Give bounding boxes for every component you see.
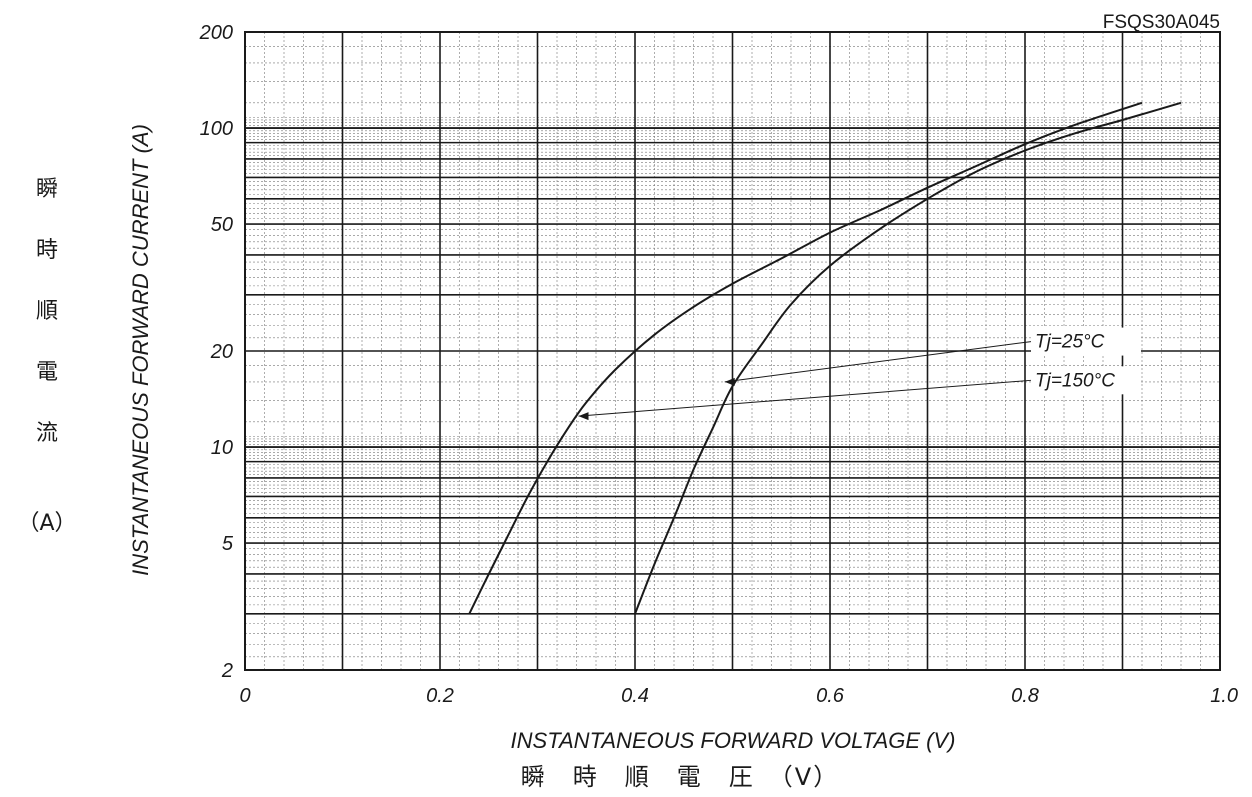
y-axis-title-jp: 瞬 時 順 電 流 （A） [17, 177, 76, 536]
chart-title: FSQS30A045 [1103, 12, 1220, 33]
y-axis-title-jp-unit: （A） [17, 511, 76, 536]
annotation-bg-tj-150-c [1031, 366, 1141, 395]
y-axis-title: INSTANTANEOUS FORWARD CURRENT (A) [128, 124, 153, 576]
y-axis-title-jp-char: 瞬 [36, 177, 58, 202]
annotation-leader-tj-25-c [724, 341, 1032, 383]
x-tick-label: 0.2 [426, 685, 454, 707]
y-tick-label: 200 [199, 22, 233, 44]
x-axis-title-jp: 瞬 時 順 電 圧 （V） [521, 763, 839, 791]
x-tick-label: 0 [239, 685, 250, 707]
y-tick-label: 100 [200, 118, 233, 140]
y-axis-title-jp-char: 時 [36, 238, 58, 263]
y-tick-labels: 2 5 10 20 50 100 200 [199, 22, 234, 682]
annotation-arrow-tj-25-c [724, 377, 735, 386]
annotation-layer: Tj=25°C Tj=150°C [578, 327, 1141, 421]
x-axis-title: INSTANTANEOUS FORWARD VOLTAGE (V) [511, 728, 956, 753]
annotation-label-tj-150-c: Tj=150°C [1035, 370, 1115, 391]
annotation-leader-tj-150-c [578, 379, 1032, 417]
series-line-tj-150-c [468, 101, 1143, 615]
x-tick-label: 0.8 [1011, 685, 1039, 707]
y-tick-label: 20 [210, 341, 233, 363]
y-tick-label: 10 [211, 437, 233, 459]
annotation-arrow-tj-150-c [578, 412, 589, 421]
y-axis-title-jp-char: 順 [36, 299, 58, 324]
plot-frame [244, 31, 1221, 671]
y-tick-label: 50 [211, 214, 233, 236]
annotation-bg-tj-25-c [1031, 327, 1141, 356]
annotation-label-tj-25-c: Tj=25°C [1035, 332, 1105, 353]
x-tick-label: 0.4 [621, 685, 649, 707]
y-axis-title-jp-char: 流 [36, 421, 58, 446]
x-tick-label: 1.0 [1210, 685, 1238, 707]
y-tick-label: 2 [221, 660, 233, 682]
x-tick-labels: 0 0.2 0.4 0.6 0.8 1.0 [239, 685, 1238, 707]
series-line-tj-25-c [634, 101, 1182, 615]
series-layer [468, 101, 1182, 615]
x-tick-label: 0.6 [816, 685, 845, 707]
y-tick-label: 5 [222, 533, 234, 555]
y-axis-title-jp-char: 電 [36, 360, 58, 385]
